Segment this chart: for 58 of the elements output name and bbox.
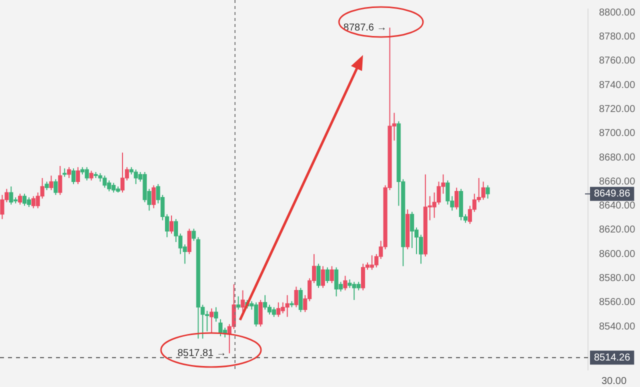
candlestick (446, 180, 450, 206)
candlestick (49, 175, 54, 191)
text: 8649.86 (594, 188, 631, 200)
y-tick-label: 8700.00 (599, 128, 636, 140)
y-tick-label: 8660.00 (599, 176, 636, 188)
annotation: 8517.81 → (177, 348, 226, 360)
candlestick (9, 186, 14, 206)
candlestick (454, 187, 459, 210)
candlestick (84, 166, 89, 181)
candlestick (54, 178, 58, 196)
candlestick (486, 184, 490, 200)
candlestick (22, 193, 27, 206)
candlestick (272, 306, 276, 318)
candlestick (325, 266, 330, 284)
candlestick (240, 290, 245, 313)
candlestick (343, 275, 348, 291)
candlestick (26, 196, 31, 208)
candlestick (316, 263, 321, 288)
candlestick (210, 308, 214, 334)
y-tick-label: 8640.00 (599, 200, 636, 212)
candlestick (298, 287, 303, 313)
candlestick (481, 181, 486, 200)
y-tick-label: 8800.00 (599, 7, 636, 18)
candlestick (330, 266, 334, 284)
candlestick (361, 263, 366, 291)
y-tick-label: 8620.00 (599, 224, 636, 236)
candlestick (218, 318, 223, 337)
y-tick-label: 8560.00 (599, 297, 636, 308)
y-tick-label: 8780.00 (599, 32, 636, 43)
y-tick-label: 8740.00 (599, 80, 636, 91)
candlestick (320, 266, 325, 288)
candlestick (67, 166, 72, 179)
candlestick (285, 294, 290, 318)
candlestick (236, 296, 240, 310)
candlestick (258, 299, 263, 328)
candlestick (18, 193, 22, 206)
candlestick (76, 166, 80, 185)
candlestick (214, 306, 218, 322)
candlestick (267, 304, 272, 315)
candlestick (263, 294, 268, 310)
y-tick-label: 8540.00 (599, 321, 636, 332)
annotation: 8787.6 → (343, 22, 387, 34)
y-tick-label: 8680.00 (599, 152, 636, 164)
y-tick-label: 8720.00 (599, 104, 636, 115)
candlestick (58, 165, 62, 196)
y-tick-label: 8760.00 (599, 56, 636, 67)
candlestick (294, 286, 298, 308)
ref-line-label: 8514.26 (594, 352, 631, 364)
candlestick (71, 168, 76, 185)
y-tick-label: 8600.00 (599, 248, 636, 260)
text: 30.00 (601, 376, 627, 387)
candlestick (152, 184, 156, 209)
candlestick (410, 211, 414, 249)
candlestick (120, 152, 125, 194)
candlestick (187, 228, 192, 255)
candlestick (89, 170, 94, 181)
y-tick-label: 8580.00 (599, 272, 636, 284)
candlestick (169, 214, 174, 234)
